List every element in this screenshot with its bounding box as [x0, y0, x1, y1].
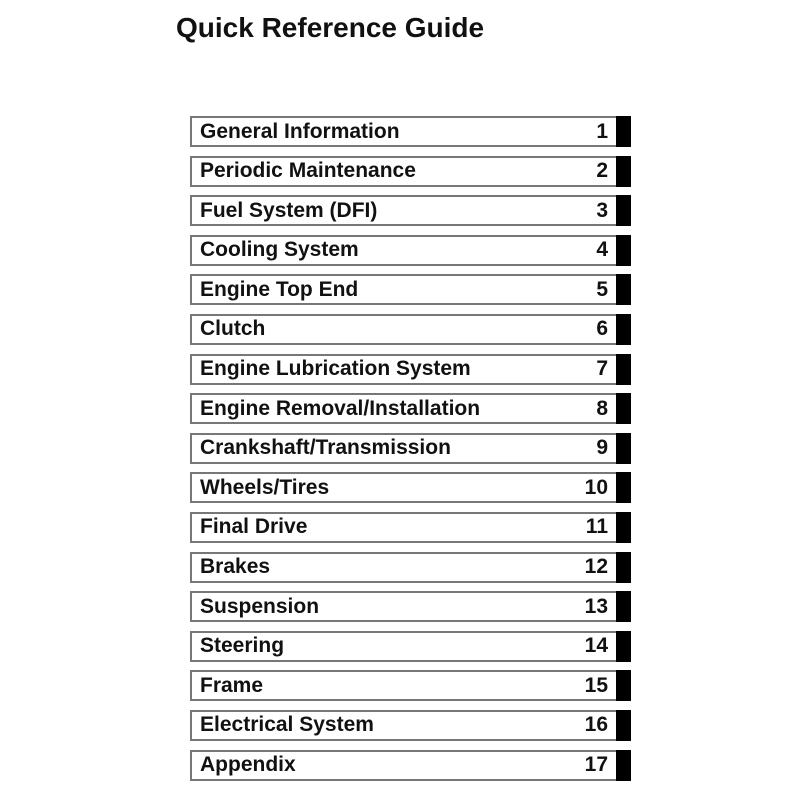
section-thumb-tab[interactable]	[616, 709, 631, 741]
section-label: Wheels/Tires	[200, 475, 330, 499]
page-title: Quick Reference Guide	[176, 12, 485, 43]
section-label: Periodic Maintenance	[200, 159, 416, 183]
section-label: Suspension	[200, 594, 320, 618]
section-number: 5	[596, 277, 608, 301]
section-thumb-tab[interactable]	[616, 353, 631, 385]
section-thumb-tab[interactable]	[616, 393, 631, 425]
section-number: 7	[596, 357, 608, 381]
section-number: 13	[584, 594, 608, 618]
section-label: Engine Removal/Installation	[200, 396, 481, 420]
section-index: General Information 1 Periodic Maintenance…	[190, 116, 631, 789]
section-thumb-tab[interactable]	[616, 116, 631, 147]
section-box: Electrical System 16	[190, 709, 616, 741]
section-row[interactable]: Engine Lubrication System 7	[190, 353, 631, 385]
section-label: Steering	[200, 634, 285, 658]
section-label: Engine Lubrication System	[200, 357, 471, 381]
section-box: Steering 14	[190, 630, 616, 662]
section-box: Brakes 12	[190, 551, 616, 583]
section-label: Crankshaft/Transmission	[200, 436, 451, 460]
section-label: Frame	[200, 673, 264, 697]
section-box: Wheels/Tires 10	[190, 472, 616, 504]
section-row[interactable]: General Information 1	[190, 116, 631, 147]
section-label: Engine Top End	[200, 277, 359, 301]
section-row[interactable]: Final Drive 11	[190, 511, 631, 543]
section-number: 6	[596, 317, 608, 341]
section-number: 1	[596, 119, 608, 143]
section-number: 10	[584, 475, 608, 499]
section-thumb-tab[interactable]	[616, 670, 631, 702]
section-box: Cooling System 4	[190, 234, 616, 266]
section-number: 17	[584, 753, 608, 776]
section-number: 16	[584, 713, 608, 737]
section-box: Appendix 17	[190, 749, 616, 781]
section-number: 15	[584, 673, 608, 697]
section-row[interactable]: Frame 15	[190, 670, 631, 702]
section-label: General Information	[200, 119, 400, 143]
section-number: 2	[596, 159, 608, 183]
section-thumb-tab[interactable]	[616, 591, 631, 623]
section-thumb-tab[interactable]	[616, 472, 631, 504]
section-row[interactable]: Periodic Maintenance 2	[190, 155, 631, 187]
section-thumb-tab[interactable]	[616, 511, 631, 543]
section-row[interactable]: Engine Removal/Installation 8	[190, 393, 631, 425]
section-label: Brakes	[200, 555, 271, 579]
section-box: Engine Lubrication System 7	[190, 353, 616, 385]
section-row[interactable]: Steering 14	[190, 630, 631, 662]
section-thumb-tab[interactable]	[616, 274, 631, 306]
section-number: 4	[596, 238, 608, 262]
section-row[interactable]: Appendix 17	[190, 749, 631, 781]
section-thumb-tab[interactable]	[616, 749, 631, 781]
section-box: General Information 1	[190, 116, 616, 147]
section-box: Crankshaft/Transmission 9	[190, 432, 616, 464]
section-thumb-tab[interactable]	[616, 630, 631, 662]
section-row[interactable]: Cooling System 4	[190, 234, 631, 266]
section-row[interactable]: Electrical System 16	[190, 709, 631, 741]
section-row[interactable]: Wheels/Tires 10	[190, 472, 631, 504]
section-box: Engine Top End 5	[190, 274, 616, 306]
section-row[interactable]: Crankshaft/Transmission 9	[190, 432, 631, 464]
section-number: 12	[584, 555, 608, 579]
section-box: Frame 15	[190, 670, 616, 702]
section-label: Cooling System	[200, 238, 359, 262]
section-row[interactable]: Fuel System (DFI) 3	[190, 195, 631, 227]
section-box: Clutch 6	[190, 313, 616, 345]
section-row[interactable]: Engine Top End 5	[190, 274, 631, 306]
section-number: 8	[596, 396, 608, 420]
section-box: Periodic Maintenance 2	[190, 155, 616, 187]
section-number: 14	[584, 634, 608, 658]
section-label: Appendix	[200, 753, 296, 776]
section-number: 3	[596, 198, 608, 222]
section-thumb-tab[interactable]	[616, 234, 631, 266]
section-box: Final Drive 11	[190, 511, 616, 543]
section-label: Clutch	[200, 317, 266, 341]
section-label: Fuel System (DFI)	[200, 198, 378, 222]
section-thumb-tab[interactable]	[616, 155, 631, 187]
section-thumb-tab[interactable]	[616, 313, 631, 345]
section-row[interactable]: Clutch 6	[190, 313, 631, 345]
section-label: Electrical System	[200, 713, 374, 737]
section-box: Suspension 13	[190, 591, 616, 623]
section-number: 11	[585, 515, 608, 539]
section-label: Final Drive	[200, 515, 308, 539]
section-number: 9	[596, 436, 608, 460]
section-thumb-tab[interactable]	[616, 432, 631, 464]
section-thumb-tab[interactable]	[616, 551, 631, 583]
section-box: Engine Removal/Installation 8	[190, 393, 616, 425]
section-row[interactable]: Brakes 12	[190, 551, 631, 583]
section-box: Fuel System (DFI) 3	[190, 195, 616, 227]
section-row[interactable]: Suspension 13	[190, 591, 631, 623]
section-thumb-tab[interactable]	[616, 195, 631, 227]
